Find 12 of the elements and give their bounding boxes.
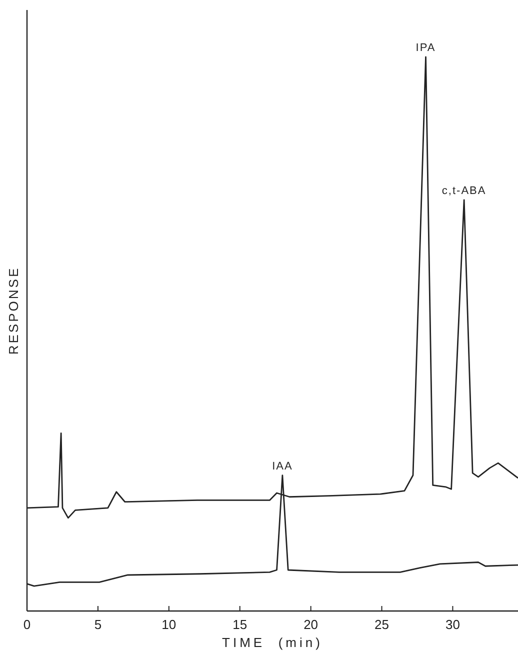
y-axis-title: RESPONSE	[6, 266, 21, 355]
x-tick-label: 15	[232, 617, 248, 632]
annotation: IPA	[416, 42, 436, 54]
x-tick-label: 30	[445, 617, 460, 632]
annotation: IAA	[272, 460, 293, 472]
x-tick-label: 5	[94, 617, 102, 632]
annotation: c,t-ABA	[442, 184, 486, 197]
x-tick-label: 20	[304, 617, 318, 632]
x-tick-label: 0	[23, 617, 31, 632]
x-tick-label: 25	[374, 617, 390, 632]
x-axis-title: TIME (min)	[222, 635, 323, 650]
x-tick-label: 10	[162, 617, 176, 632]
